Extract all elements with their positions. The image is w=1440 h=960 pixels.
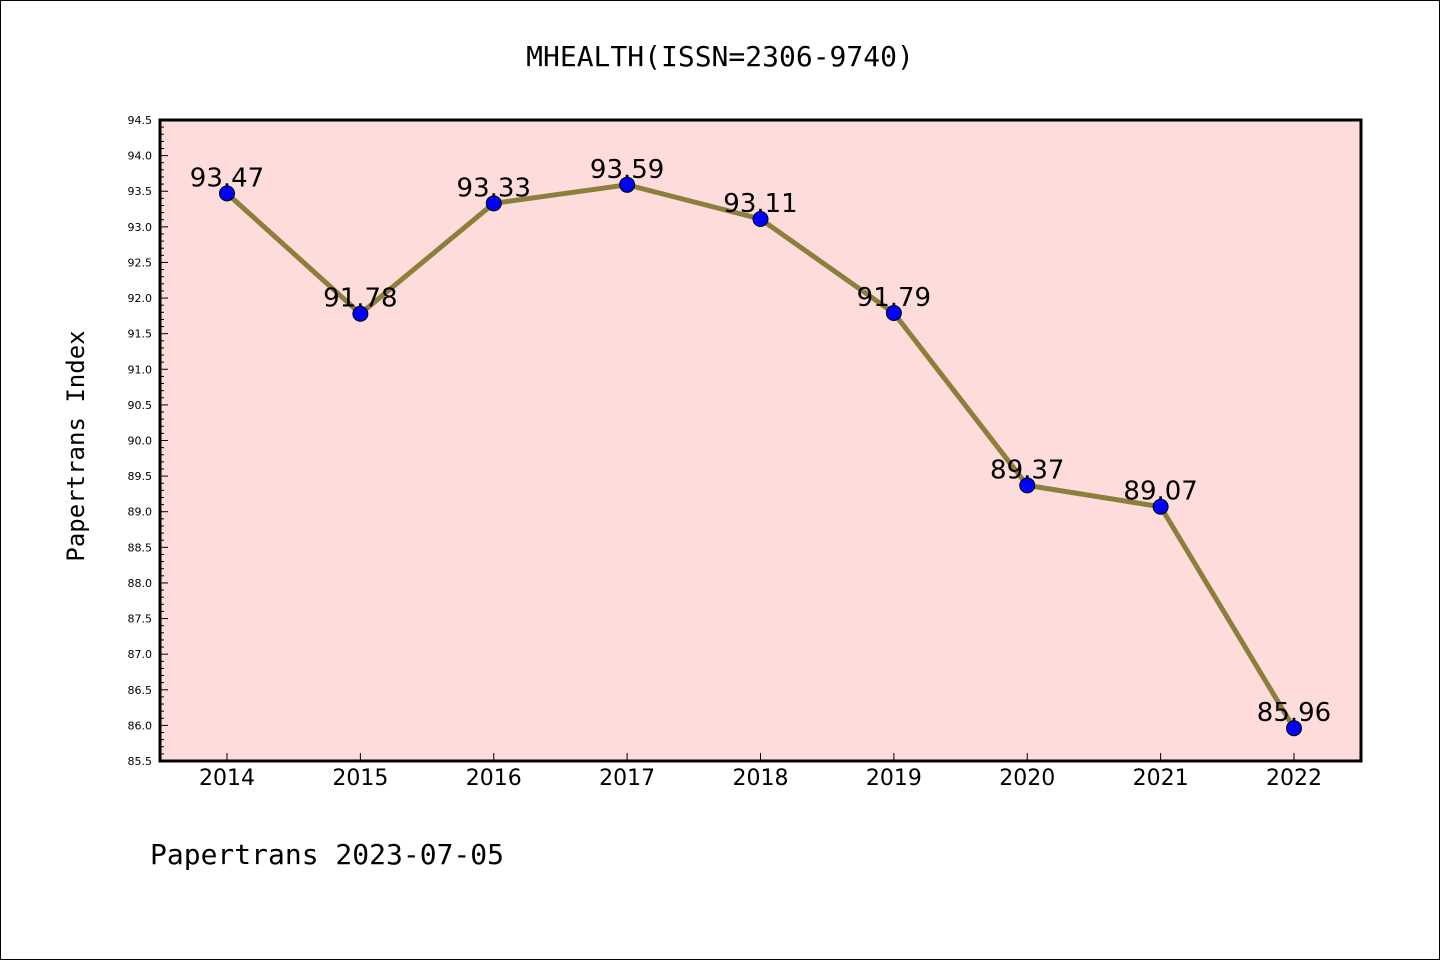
y-tick-label: 93.5 [128, 185, 153, 198]
data-point-marker [1152, 498, 1169, 515]
data-label: 93.59 [590, 155, 664, 185]
y-tick-label: 94.0 [128, 150, 153, 163]
data-labels: 93.47 91.78 93.33 93.59 93.11 91.79 89.37 89.07… [190, 155, 1331, 728]
x-tick-label: 2020 [999, 766, 1055, 791]
data-point-marker [619, 176, 636, 193]
y-tick-label: 89.0 [128, 506, 153, 519]
y-tick-label: 85.5 [128, 755, 153, 768]
data-point-marker [352, 305, 369, 322]
y-tick-label: 94.5 [128, 114, 153, 127]
data-point-marker [219, 185, 235, 202]
data-point-marker [1286, 720, 1302, 737]
series-markers [219, 176, 1302, 737]
chart-title: MHEALTH(ISSN=2306-9740) [526, 40, 914, 73]
data-point-marker [885, 305, 902, 322]
y-tick-label: 87.0 [128, 648, 153, 661]
y-axis-label: Papertrans Index [62, 330, 90, 561]
x-tick-label: 2021 [1133, 766, 1189, 791]
data-label: 85.96 [1257, 698, 1331, 728]
y-tick-label: 88.5 [128, 541, 153, 554]
data-point-marker [1019, 477, 1036, 494]
y-tick-label: 92.0 [128, 292, 153, 305]
y-tick-label: 86.0 [128, 719, 153, 732]
y-tick-label: 89.5 [128, 470, 153, 483]
y-axis: 85.5 86.0 86.5 87.0 87.5 88.0 88.5 89.0 89.5 90.0… [128, 114, 168, 768]
x-tick-label: 2017 [599, 766, 655, 791]
x-tick-label: 2022 [1266, 766, 1322, 791]
x-tick-label: 2019 [866, 766, 922, 791]
data-label: 91.78 [323, 284, 397, 314]
data-point-marker [752, 210, 769, 227]
data-label: 91.79 [857, 283, 931, 313]
y-tick-label: 90.5 [128, 399, 153, 412]
y-tick-label: 92.5 [128, 256, 153, 269]
data-label: 89.07 [1123, 477, 1197, 507]
data-label: 89.37 [990, 455, 1064, 485]
x-tick-label: 2016 [466, 766, 522, 791]
data-label: 93.47 [190, 163, 264, 193]
y-tick-label: 88.0 [128, 577, 153, 590]
x-tick-label: 2014 [199, 766, 255, 791]
y-tick-label: 87.5 [128, 613, 153, 626]
footer-text: Papertrans 2023-07-05 [150, 838, 504, 871]
y-tick-label: 86.5 [128, 684, 153, 697]
y-tick-label: 93.0 [128, 221, 153, 234]
y-tick-label: 91.5 [128, 328, 153, 341]
data-label: 93.33 [457, 173, 531, 203]
data-label: 93.11 [723, 189, 797, 219]
x-tick-label: 2015 [332, 766, 388, 791]
y-tick-label: 91.0 [128, 363, 153, 376]
x-tick-label: 2018 [733, 766, 789, 791]
y-tick-label: 90.0 [128, 435, 153, 448]
x-axis: 2014 2015 2016 2017 2018 2019 2020 2021 2022 [199, 753, 1322, 791]
data-point-marker [485, 195, 502, 212]
